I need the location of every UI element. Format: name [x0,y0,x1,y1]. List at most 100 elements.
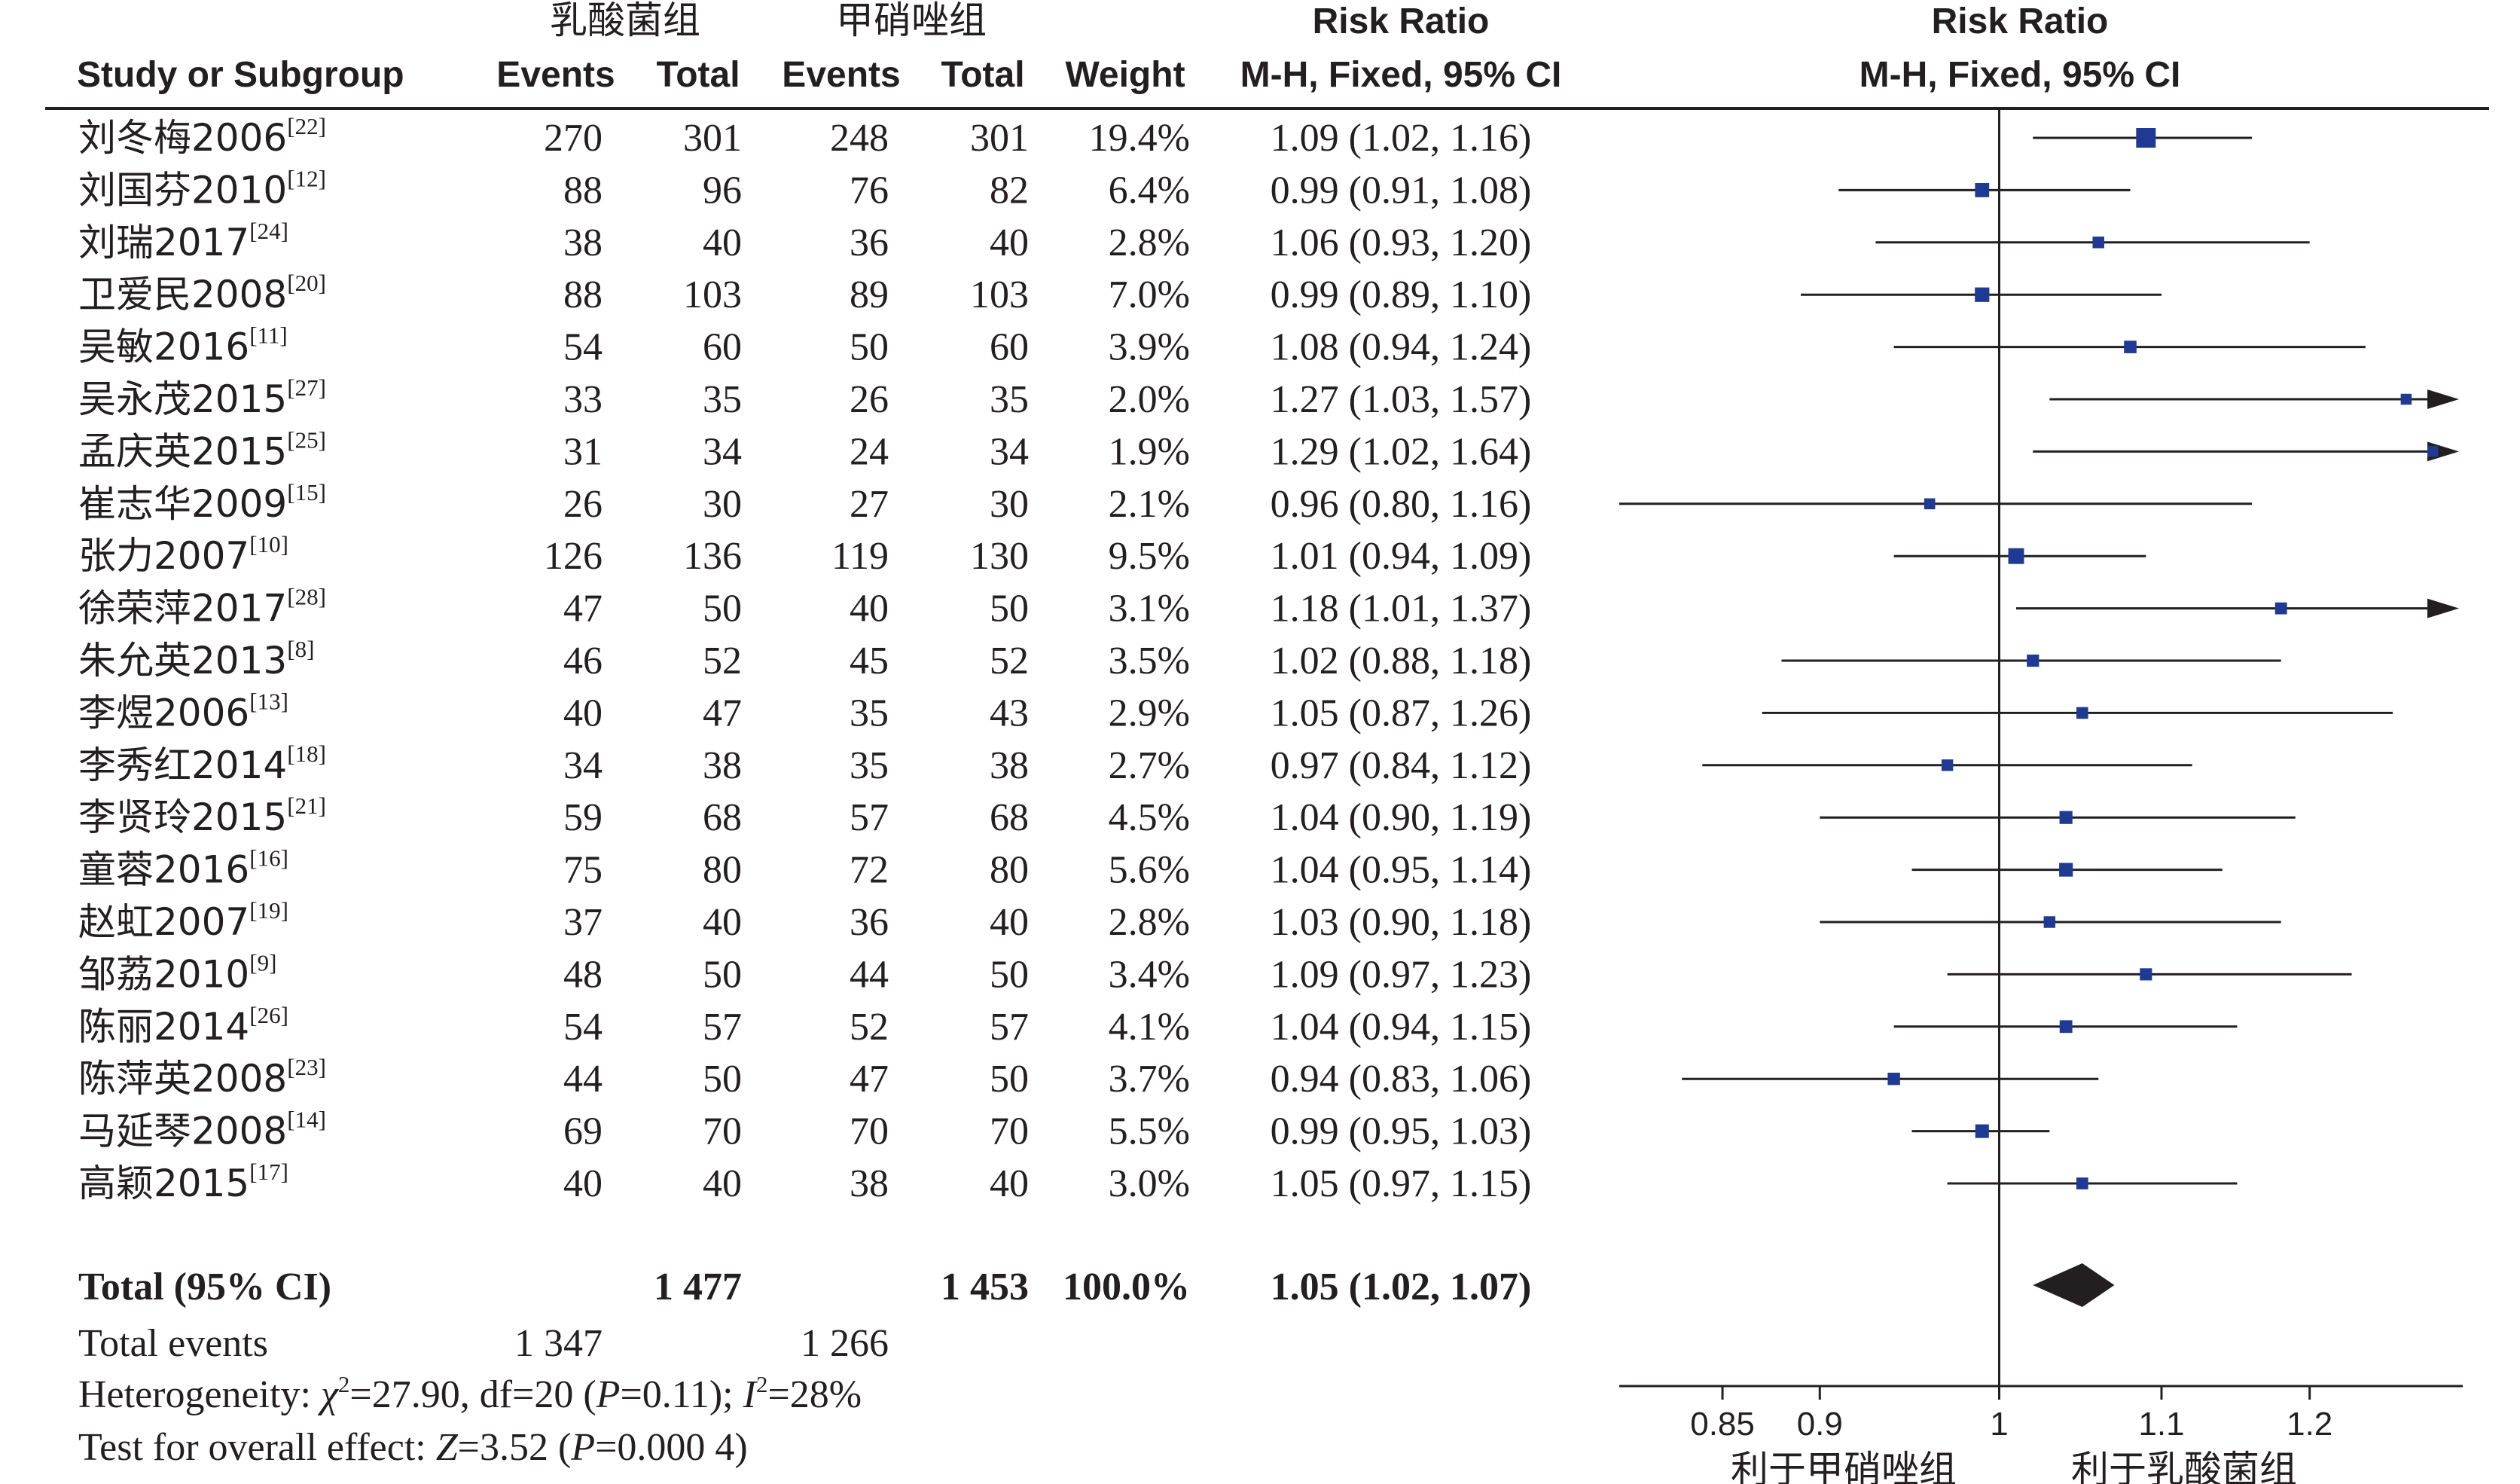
total-group2: 35 [990,378,1029,421]
total-group2: 60 [990,326,1029,369]
events-group2: 27 [850,483,889,526]
study-mark [1619,498,2253,510]
total-group1: 30 [703,483,742,526]
events-group2: 35 [850,744,889,787]
table-row: 徐荣萍2017[28] 47 50 40 50 3.1% 1.18 (1.01, 1.37) [78,584,1531,631]
weight-value: 4.5% [1109,796,1190,839]
group2-header: 甲硝唑组 [836,0,987,42]
events-group2: 119 [831,535,889,578]
weight-value: 5.5% [1109,1110,1190,1153]
risk-ratio-ci: 0.97 (0.84, 1.12) [1271,744,1532,787]
point-estimate [2124,340,2137,353]
total-group1: 50 [703,1058,742,1101]
study-name: 赵虹2007[19] [78,897,288,944]
events-group2: 26 [850,378,889,421]
weight-column-header: Weight [1065,55,1185,95]
study-rows: 刘冬梅2006[22] 270 301 248 301 19.4% 1.09 (1.02, … [78,113,1531,1205]
study-mark [1820,811,2296,824]
events-group1: 270 [544,117,603,160]
table-row: 李贤玲2015[21] 59 68 57 68 4.5% 1.04 (0.90, 1.19) [78,792,1531,839]
events-group2: 50 [850,326,889,369]
study-name: 李贤玲2015[21] [78,792,326,839]
total-group2: 52 [990,640,1029,682]
events-group1: 59 [563,796,603,839]
study-name: 刘冬梅2006[22] [78,113,326,160]
events-group2: 57 [850,796,889,839]
study-name: 陈丽2014[26] [78,1002,288,1049]
study-mark [1820,916,2281,928]
study-name: 卫爱民2008[20] [78,270,326,316]
risk-ratio-ci: 1.09 (1.02, 1.16) [1271,117,1532,160]
events-group2: 72 [850,849,889,892]
study-name: 李秀红2014[18] [78,740,326,787]
study-name: 张力2007[10] [78,531,288,578]
table-row: 马延琴2008[14] 69 70 70 70 5.5% 0.99 (0.95, 1.03) [78,1107,1531,1153]
total-group1: 103 [683,273,742,316]
total-row: Total (95% CI) 1 477 1 453 100.0% 1.05 (… [78,1266,1531,1308]
weight-value: 2.0% [1109,378,1190,421]
events-group1: 69 [563,1110,603,1153]
events-group1: 33 [563,378,603,421]
table-row: 陈萍英2008[23] 44 50 47 50 3.7% 0.94 (0.83, 1.06) [78,1054,1531,1101]
weight-value: 2.9% [1109,692,1190,734]
risk-ratio-ci: 0.96 (0.80, 1.16) [1271,483,1532,526]
total-group1: 70 [703,1110,742,1153]
total-group2: 40 [990,1162,1029,1205]
study-mark [1682,1072,2099,1086]
events-group2: 248 [830,117,889,160]
risk-ratio-ci: 1.05 (0.87, 1.26) [1271,692,1532,734]
total-group1: 35 [703,378,742,421]
events-group2: 70 [850,1110,889,1153]
risk-ratio-ci: 0.99 (0.95, 1.03) [1271,1110,1532,1153]
study-name: 马延琴2008[14] [78,1107,326,1153]
x-tick-label: 0.9 [1797,1406,1843,1443]
table-row: 李煜2006[13] 40 47 35 43 2.9% 1.05 (0.87, 1.26) [78,688,1531,734]
events-group1: 38 [563,221,603,264]
study-name: 陈萍英2008[23] [78,1054,326,1101]
total-group1: 40 [703,221,742,264]
rr-title-header: Risk Ratio [1313,2,1490,41]
events-group1: 88 [563,273,603,316]
events-group1: 46 [563,640,603,682]
events-group1: 48 [563,953,603,996]
favours-right-label: 利于乳酸菌组 [2071,1448,2297,1484]
risk-ratio-ci: 1.02 (0.88, 1.18) [1271,640,1532,682]
total-group1: 47 [703,692,742,734]
risk-ratio-ci: 1.04 (0.95, 1.14) [1271,849,1532,892]
table-row: 张力2007[10] 126 136 119 130 9.5% 1.01 (0.94, 1.… [78,531,1531,578]
total-group2: 103 [970,273,1029,316]
study-name: 徐荣萍2017[28] [78,584,326,631]
total-group1: 52 [703,640,742,682]
total-group2: 50 [990,588,1029,631]
events-group1: 26 [563,483,603,526]
study-mark [1911,1124,2050,1138]
total-group2: 57 [990,1006,1029,1049]
weight-value: 2.8% [1109,901,1190,944]
study-mark [1702,759,2192,771]
study-mark [1893,340,2366,353]
group1-header: 乳酸菌组 [550,0,700,42]
events-group2: 35 [850,692,889,734]
events-group2: 36 [850,221,889,264]
study-mark [1947,968,2352,981]
table-row: 赵虹2007[19] 37 40 36 40 2.8% 1.03 (0.90, 1.18) [78,897,1531,944]
point-estimate [2008,548,2024,564]
study-mark [2033,441,2459,462]
study-name: 孟庆英2015[25] [78,426,326,473]
events-group1: 47 [563,588,603,631]
point-estimate [2027,654,2039,667]
point-estimate [1924,498,1936,510]
weight-value: 2.8% [1109,221,1190,264]
table-row: 吴敏2016[11] 54 60 50 60 3.9% 1.08 (0.94, 1.24) [78,322,1531,369]
total-group1: 50 [703,588,742,631]
risk-ratio-ci: 1.09 (0.97, 1.23) [1271,953,1532,996]
x-tick-label: 1 [1990,1406,2008,1443]
point-estimate [2092,237,2104,249]
weight-value: 3.0% [1109,1162,1190,1205]
study-name: 刘国芬2010[12] [78,165,326,212]
point-estimate [1975,287,1990,302]
weight-value: 1.9% [1109,430,1190,473]
study-name: 朱允英2013[8] [78,636,314,682]
point-estimate [1941,759,1954,771]
